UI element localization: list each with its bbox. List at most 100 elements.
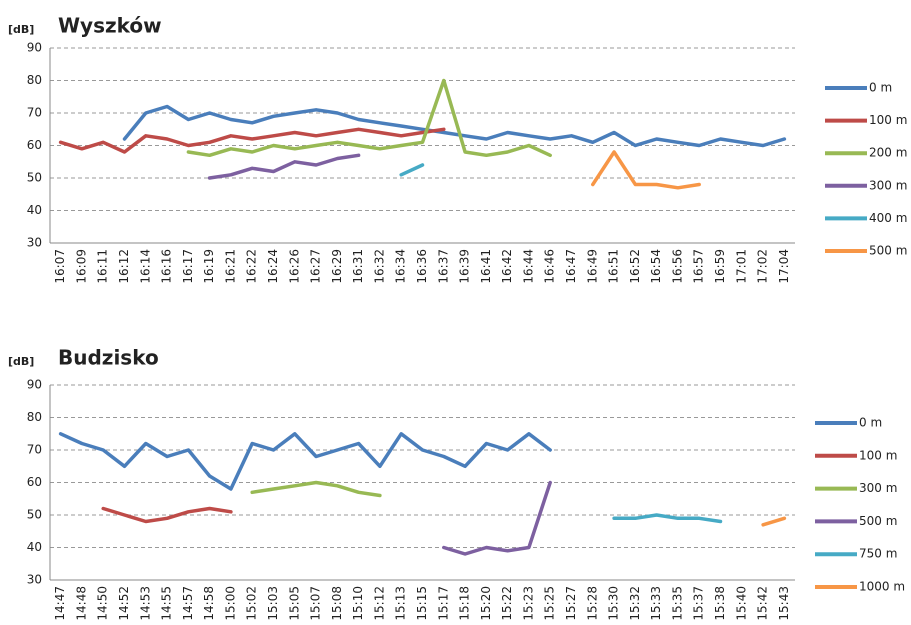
x-tick-label: 15:15 <box>415 586 429 621</box>
y-tick-label: 40 <box>27 203 42 217</box>
y-tick-label: 90 <box>27 41 42 55</box>
x-tick-label: 14:58 <box>202 586 216 621</box>
legend-label: 300 m <box>869 178 907 192</box>
legend-label: 1000 m <box>859 580 905 594</box>
y-tick-label: 40 <box>27 540 42 554</box>
x-tick-label: 14:52 <box>117 586 131 621</box>
x-tick-label: 15:10 <box>351 586 365 621</box>
x-tick-label: 15:02 <box>245 586 259 621</box>
x-tick-label: 16:17 <box>181 249 195 284</box>
x-tick-label: 16:21 <box>223 249 237 284</box>
y-tick-label: 60 <box>27 138 42 152</box>
series-line <box>122 104 787 148</box>
series-line <box>207 153 361 180</box>
x-tick-label: 14:57 <box>181 586 195 621</box>
x-tick-label: 16:57 <box>692 249 706 284</box>
series-line <box>442 480 552 556</box>
x-tick-label: 16:39 <box>458 249 472 284</box>
x-tick-label: 15:33 <box>649 586 663 621</box>
x-tick-label: 15:18 <box>458 586 472 621</box>
x-tick-label: 14:50 <box>96 586 110 621</box>
x-tick-label: 17:04 <box>777 249 791 284</box>
x-tick-label: 16:49 <box>585 249 599 284</box>
legend-label: 200 m <box>869 146 907 160</box>
x-tick-label: 15:25 <box>543 586 557 621</box>
series-line <box>250 480 382 498</box>
legend-label: 500 m <box>859 514 897 528</box>
x-tick-label: 16:31 <box>351 249 365 284</box>
x-tick-label: 15:07 <box>309 586 323 621</box>
x-tick-label: 16:26 <box>287 249 301 284</box>
x-tick-label: 15:05 <box>287 586 301 621</box>
x-tick-label: 16:12 <box>117 249 131 284</box>
x-tick-label: 16:24 <box>266 249 280 284</box>
x-tick-label: 16:37 <box>436 249 450 284</box>
x-tick-label: 15:43 <box>777 586 791 621</box>
x-tick-label: 16:47 <box>564 249 578 284</box>
series-line <box>186 78 552 158</box>
x-tick-label: 15:30 <box>607 586 621 621</box>
x-tick-label: 14:53 <box>138 586 152 621</box>
y-tick-label: 30 <box>27 573 42 587</box>
legend-label: 400 m <box>869 211 907 225</box>
x-tick-label: 14:55 <box>160 586 174 621</box>
x-tick-label: 16:56 <box>670 249 684 284</box>
x-tick-label: 16:44 <box>521 249 535 284</box>
legend-label: 0 m <box>859 416 882 430</box>
x-tick-label: 14:47 <box>53 586 67 621</box>
series-line <box>58 432 552 491</box>
y-tick-label: 80 <box>27 410 42 424</box>
series-line <box>101 506 233 524</box>
x-tick-label: 15:20 <box>479 586 493 621</box>
series-line <box>58 127 446 154</box>
x-tick-label: 15:12 <box>372 586 386 621</box>
x-tick-label: 15:03 <box>266 586 280 621</box>
x-tick-label: 16:46 <box>543 249 557 284</box>
legend-label: 300 m <box>859 481 897 495</box>
y-tick-label: 70 <box>27 443 42 457</box>
x-tick-label: 15:27 <box>564 586 578 621</box>
x-tick-label: 16:51 <box>607 249 621 284</box>
series-line <box>761 516 787 527</box>
x-tick-label: 16:09 <box>74 249 88 284</box>
series-line <box>399 163 425 177</box>
x-tick-label: 16:29 <box>330 249 344 284</box>
title: Budzisko <box>58 346 159 370</box>
x-tick-label: 15:42 <box>756 586 770 621</box>
x-tick-label: 17:02 <box>756 249 770 284</box>
x-tick-label: 16:19 <box>202 249 216 284</box>
x-tick-label: 15:23 <box>521 586 535 621</box>
legend-label: 100 m <box>859 448 897 462</box>
x-tick-label: 15:08 <box>330 586 344 621</box>
x-tick-label: 16:42 <box>500 249 514 284</box>
x-tick-label: 15:00 <box>223 586 237 621</box>
x-tick-label: 16:36 <box>415 249 429 284</box>
x-tick-label: 16:07 <box>53 249 67 284</box>
y-tick-label: 60 <box>27 475 42 489</box>
x-tick-label: 14:48 <box>74 586 88 621</box>
x-tick-label: 16:52 <box>628 249 642 284</box>
legend-label: 500 m <box>869 244 907 258</box>
x-tick-label: 15:38 <box>713 586 727 621</box>
x-tick-label: 15:17 <box>436 586 450 621</box>
x-tick-label: 16:14 <box>138 249 152 284</box>
x-tick-label: 15:32 <box>628 586 642 621</box>
x-tick-label: 16:11 <box>96 249 110 284</box>
x-tick-label: 16:32 <box>372 249 386 284</box>
y-axis-label: [dB] <box>8 23 34 36</box>
y-tick-label: 50 <box>27 508 42 522</box>
y-axis-label: [dB] <box>8 355 34 368</box>
legend-label: 100 m <box>869 113 907 127</box>
x-tick-label: 15:28 <box>585 586 599 621</box>
x-tick-label: 16:54 <box>649 249 663 284</box>
series-line <box>612 513 723 524</box>
x-tick-label: 15:13 <box>394 586 408 621</box>
x-tick-label: 15:35 <box>670 586 684 621</box>
y-tick-label: 90 <box>27 378 42 392</box>
x-tick-label: 15:37 <box>692 586 706 621</box>
title: Wyszków <box>58 14 162 38</box>
x-tick-label: 16:59 <box>713 249 727 284</box>
x-tick-label: 17:01 <box>734 249 748 284</box>
y-tick-label: 80 <box>27 73 42 87</box>
y-tick-label: 30 <box>27 236 42 250</box>
